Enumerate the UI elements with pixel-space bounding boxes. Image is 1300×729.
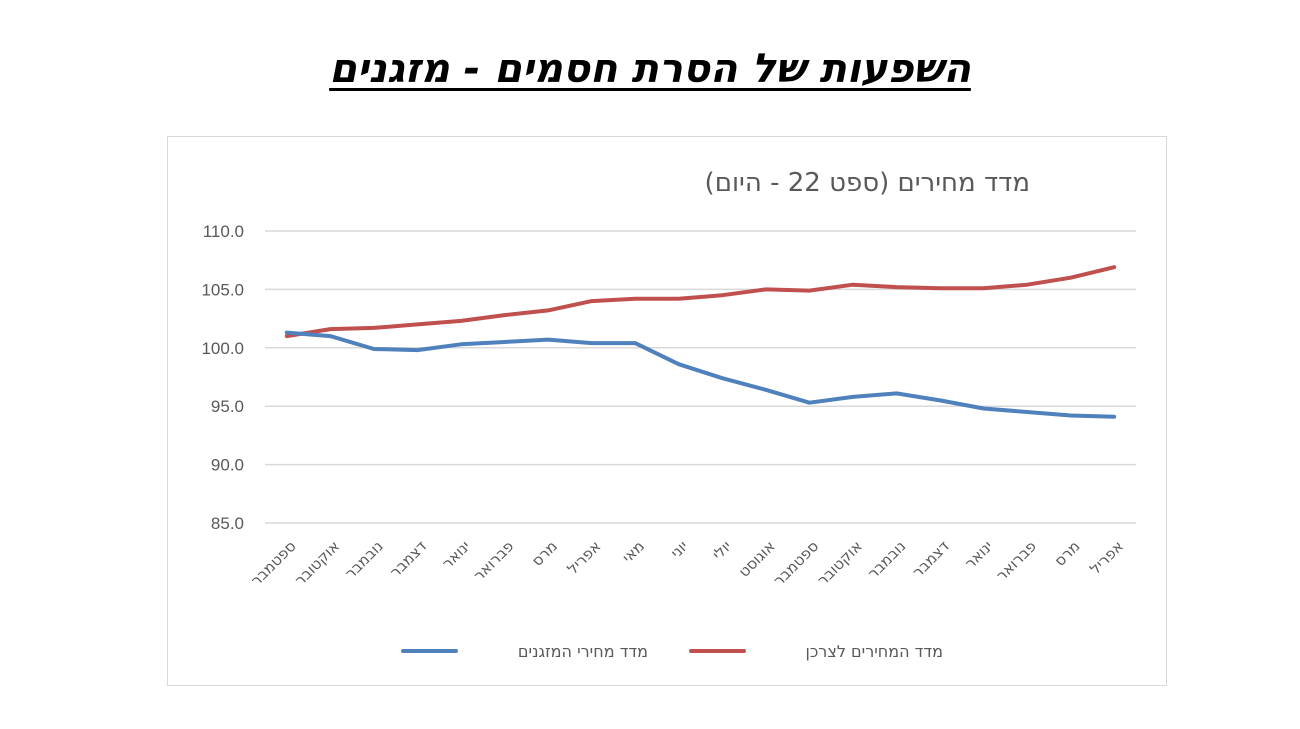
x-tick-label: ינואר [961,537,996,572]
y-tick-label: 110.0 [203,222,244,241]
x-tick-label: אוקטובר [814,537,866,589]
legend-label: מדד המחירים לצרכן [805,642,943,661]
y-tick-label: 85.0 [211,514,244,533]
page-title: השפעות של הסרת חסמים - מזגנים [329,46,971,92]
chart-area: מדד מחירים (ספט 22 - היום) 85.0 90.0 95.0 1… [167,136,1167,686]
legend: מדד מחירי המזגנים מדד המחירים לצרכן [401,642,943,661]
x-tick-label: יולי [709,537,735,563]
x-tick-label: אפריל [1086,537,1127,578]
x-tick-label: ספטמבר [247,537,299,589]
series-line-0 [284,265,1117,339]
x-tick-label: דצמבר [386,537,430,581]
x-tick-label: דצמבר [909,537,953,581]
y-tick-label: 105.0 [201,280,244,299]
y-tick-label: 100.0 [201,339,244,358]
x-tick-label: ינואר [438,537,473,572]
x-tick-label: אוקטובר [291,537,343,589]
x-tick-label: פברואר [470,537,517,584]
chart-title: מדד מחירים (ספט 22 - היום) [705,168,1030,198]
x-tick-label: אפריל [564,537,605,578]
x-tick-label: מאי [619,537,648,566]
gridlines [265,230,1136,524]
y-tick-label: 95.0 [211,397,244,416]
x-tick-label: מרס [528,537,561,570]
x-tick-label: פברואר [993,537,1040,584]
x-tick-label: נובמבר [341,537,386,582]
x-tick-label: מרס [1051,537,1084,570]
series-lines [284,265,1117,419]
legend-label: מדד מחירי המזגנים [518,642,648,661]
y-tick-label: 90.0 [211,456,244,475]
x-tick-label: נובמבר [864,537,909,582]
series-line-1 [284,330,1117,419]
x-tick-label: יוני [667,537,692,562]
line-chart: מדד מחירים (ספט 22 - היום) 85.0 90.0 95.0 1… [201,168,1136,661]
x-tick-label: ספטמבר [770,537,822,589]
y-axis-tick-labels: 85.0 90.0 95.0 100.0 105.0 110.0 [201,222,244,533]
